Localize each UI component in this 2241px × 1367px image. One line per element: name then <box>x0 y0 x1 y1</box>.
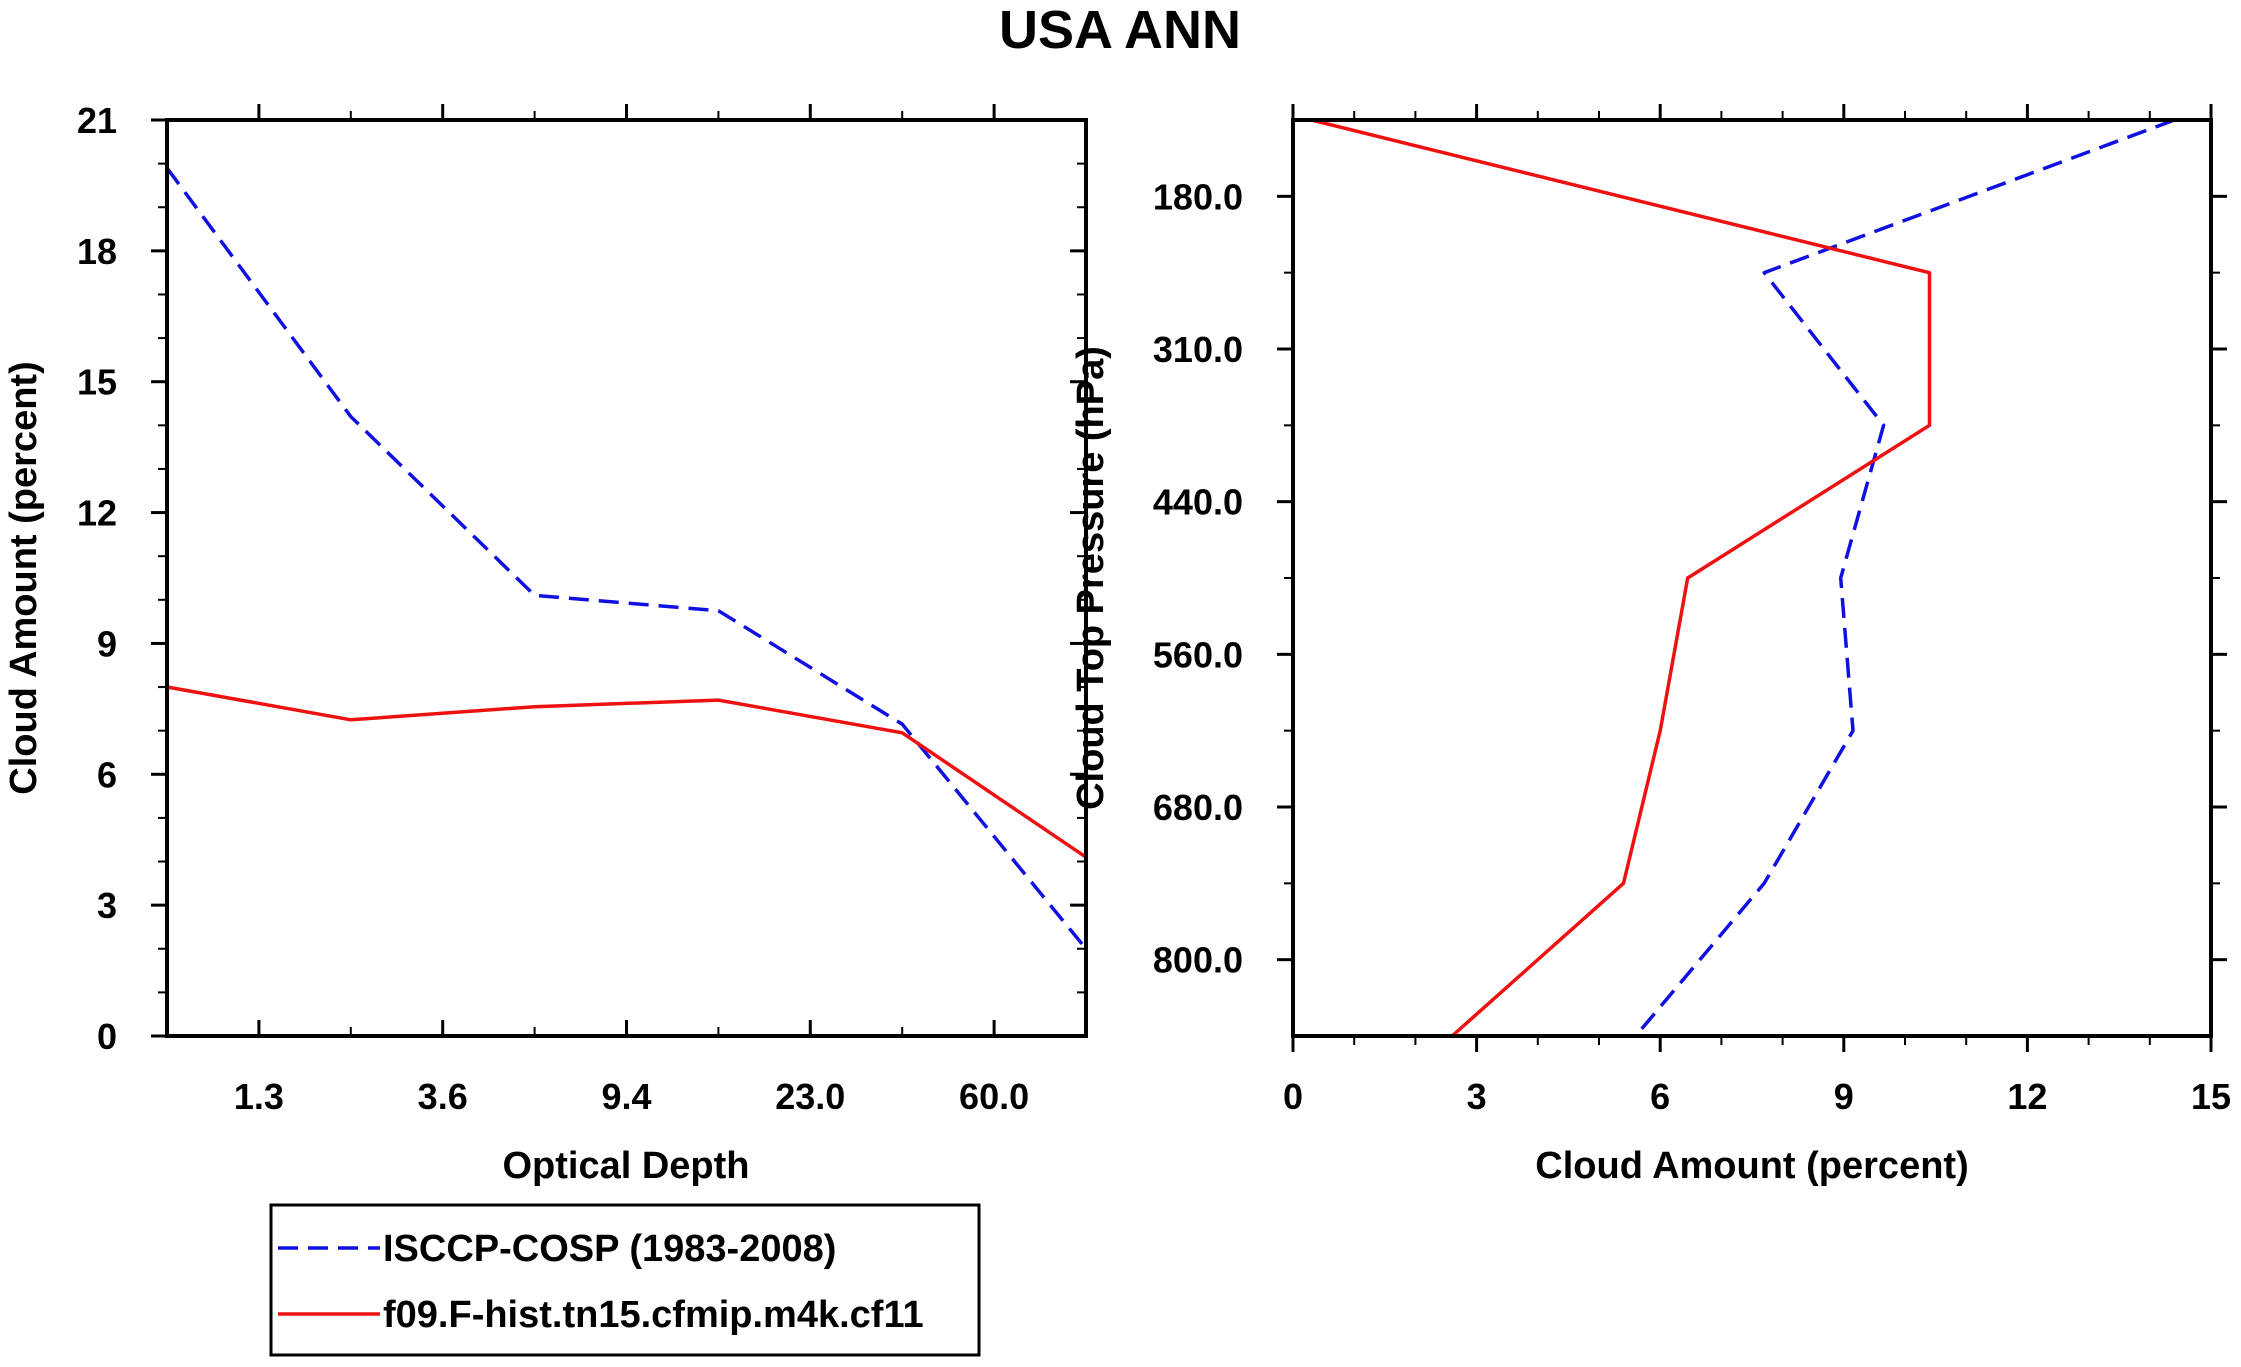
right-x-tick-label: 0 <box>1283 1076 1303 1117</box>
right-y-tick-label: 560.0 <box>1153 634 1243 675</box>
right-y-tick-label: 800.0 <box>1153 940 1243 981</box>
right-plot-frame <box>1291 118 2213 1038</box>
right-x-tick-label: 6 <box>1650 1076 1670 1117</box>
left-y-tick-label: 3 <box>97 885 117 926</box>
left-obs-series-line <box>165 166 1088 950</box>
left-x-tick-label: 60.0 <box>959 1076 1029 1117</box>
left-x-tick-label: 1.3 <box>234 1076 284 1117</box>
left-y-tick-label: 12 <box>77 493 117 534</box>
right-x-tick-label: 12 <box>2007 1076 2047 1117</box>
left-y-tick-label: 0 <box>97 1016 117 1057</box>
left-x-tick-label: 9.4 <box>601 1076 651 1117</box>
left-plot-frame <box>165 118 1088 1038</box>
left-y-tick-label: 9 <box>97 623 117 664</box>
right-y-tick-label: 310.0 <box>1153 329 1243 370</box>
left-y-axis-label: Cloud Amount (percent) <box>3 361 45 794</box>
right-obs-series-line <box>1634 118 2175 1038</box>
legend-obs-label: ISCCP-COSP (1983-2008) <box>383 1228 836 1270</box>
right-model-series-line <box>1310 118 1932 1038</box>
left-x-tick-label: 3.6 <box>418 1076 468 1117</box>
legend: ISCCP-COSP (1983-2008) f09.F-hist.tn15.c… <box>269 1203 981 1357</box>
legend-box <box>269 1203 981 1357</box>
left-x-axis-label: Optical Depth <box>502 1145 749 1187</box>
left-x-tick-label: 23.0 <box>775 1076 845 1117</box>
legend-model-label: f09.F-hist.tn15.cfmip.m4k.cf11 <box>383 1294 924 1336</box>
right-y-tick-label: 180.0 <box>1153 176 1243 217</box>
cloud-top-pressure-panel: 0 3 6 9 12 15 180.0 310.0 440.0 560.0 680.0 800.0 C… <box>1070 104 2231 1187</box>
left-model-series-line <box>166 685 1087 859</box>
optical-depth-panel: 1.3 3.6 9.4 23.0 60.0 0 3 6 9 12 15 18 21 Optical De… <box>3 100 1088 1187</box>
left-y-tick-label: 18 <box>77 231 117 272</box>
left-y-tick-label: 21 <box>77 100 117 141</box>
chart-title: USA ANN <box>999 0 1241 60</box>
right-x-tick-label: 3 <box>1467 1076 1487 1117</box>
right-x-axis-label: Cloud Amount (percent) <box>1535 1145 1968 1187</box>
right-y-tick-label: 680.0 <box>1153 787 1243 828</box>
right-y-tick-label: 440.0 <box>1153 482 1243 523</box>
right-x-tick-label: 15 <box>2191 1076 2231 1117</box>
left-y-tick-label: 15 <box>77 362 117 403</box>
right-x-tick-label: 9 <box>1834 1076 1854 1117</box>
right-y-axis-label: Cloud Top Pressure (hPa) <box>1070 346 1112 810</box>
left-y-tick-label: 6 <box>97 754 117 795</box>
